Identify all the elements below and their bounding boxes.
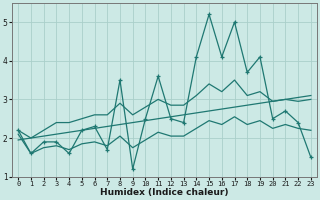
X-axis label: Humidex (Indice chaleur): Humidex (Indice chaleur) [100, 188, 229, 197]
